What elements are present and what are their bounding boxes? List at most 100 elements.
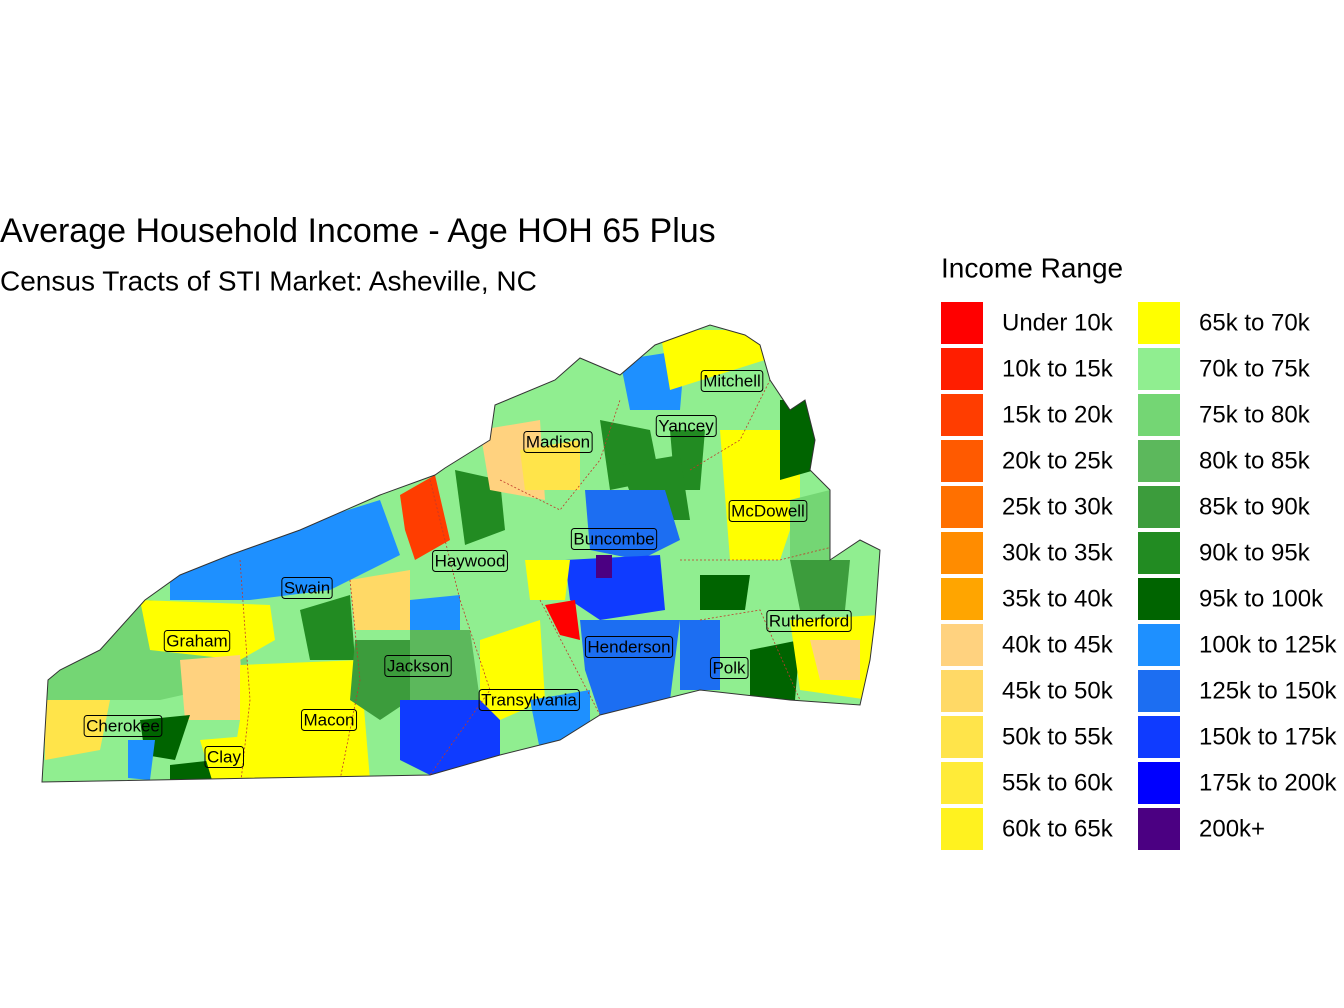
legend-swatch xyxy=(1138,716,1180,758)
county-label: Buncombe xyxy=(570,527,658,550)
county-label-box xyxy=(83,714,163,737)
legend-label: 40k to 45k xyxy=(1002,631,1114,658)
tract xyxy=(525,560,570,600)
county-label: Graham xyxy=(163,629,231,652)
county-name: Polk xyxy=(712,658,746,677)
legend-swatch xyxy=(941,394,983,436)
county-name: Mitchell xyxy=(703,371,761,390)
county-label-box xyxy=(766,609,852,632)
county-name: Buncombe xyxy=(573,529,654,548)
tract xyxy=(410,630,480,720)
legend-swatch xyxy=(941,440,983,482)
county-label: Rutherford xyxy=(766,609,852,632)
county-name: Madison xyxy=(526,432,590,451)
legend-label: 100k to 125k xyxy=(1199,631,1337,658)
legend-label: 200k+ xyxy=(1199,815,1265,842)
tract xyxy=(545,600,580,640)
tract xyxy=(180,655,245,720)
tract xyxy=(200,735,270,782)
tract xyxy=(660,330,765,390)
tract xyxy=(790,490,830,560)
legend-swatch xyxy=(941,578,983,620)
legend-title: Income Range xyxy=(941,252,1123,283)
county-label-box xyxy=(700,369,764,392)
legend-swatch xyxy=(1138,808,1180,850)
county-border xyxy=(539,599,601,716)
tract xyxy=(350,570,410,630)
tract xyxy=(810,640,860,680)
county-name: Henderson xyxy=(587,637,670,656)
county-name: Yancey xyxy=(658,416,714,435)
county-name: Macon xyxy=(303,710,354,729)
legend-label: 25k to 30k xyxy=(1002,493,1114,520)
legend-swatch xyxy=(1138,532,1180,574)
county-border xyxy=(680,539,861,561)
county-name: Haywood xyxy=(435,551,506,570)
legend-swatch xyxy=(941,302,983,344)
legend-swatch xyxy=(1138,670,1180,712)
legend-label: 80k to 85k xyxy=(1199,447,1311,474)
legend-swatch xyxy=(1138,348,1180,390)
legend-swatch xyxy=(941,762,983,804)
tract xyxy=(230,660,370,782)
legend-label: 95k to 100k xyxy=(1199,585,1324,612)
legend-label: 75k to 80k xyxy=(1199,401,1311,428)
legend-label: 125k to 150k xyxy=(1199,677,1337,704)
subtitle: Census Tracts of STI Market: Asheville, … xyxy=(0,265,537,296)
legend-swatch xyxy=(941,670,983,712)
county-name: Clay xyxy=(207,747,242,766)
county-label: Macon xyxy=(300,708,358,731)
legend-label: 55k to 60k xyxy=(1002,769,1114,796)
county-label: Yancey xyxy=(655,414,717,437)
county-label-box xyxy=(432,549,508,572)
county-label: Transylvania xyxy=(478,688,580,711)
county-label-box xyxy=(523,430,593,453)
county-name: Rutherford xyxy=(769,611,849,630)
legend-label: 50k to 55k xyxy=(1002,723,1114,750)
tract xyxy=(680,620,720,690)
legend-label: 60k to 65k xyxy=(1002,815,1114,842)
county-label: Cherokee xyxy=(83,714,163,737)
legend-label: 85k to 90k xyxy=(1199,493,1311,520)
county-border xyxy=(429,479,491,776)
county-label: Clay xyxy=(204,745,245,768)
county-label-box xyxy=(584,635,674,658)
county-label: Swain xyxy=(281,576,333,599)
legend-label: Under 10k xyxy=(1002,309,1114,336)
tract xyxy=(300,595,355,660)
legend-swatch xyxy=(941,716,983,758)
legend-label: 30k to 35k xyxy=(1002,539,1114,566)
tract xyxy=(170,760,215,782)
legend-label: 45k to 50k xyxy=(1002,677,1114,704)
county-label-box xyxy=(281,576,333,599)
tract xyxy=(700,575,750,610)
county-label: McDowell xyxy=(728,499,808,522)
tract xyxy=(596,555,612,578)
legend-swatch xyxy=(941,808,983,850)
county-label-box xyxy=(655,414,717,437)
legend-swatch xyxy=(941,486,983,528)
tract xyxy=(128,740,155,780)
county-labels: Mitchell Yancey Madison McDowell Buncombe Hay… xyxy=(83,369,852,768)
legend-swatch xyxy=(1138,440,1180,482)
legend-swatch xyxy=(1138,302,1180,344)
county-name: Jackson xyxy=(387,656,449,675)
tract xyxy=(350,640,410,720)
county-label-box xyxy=(384,654,452,677)
legend-swatch xyxy=(1138,486,1180,528)
county-label: Mitchell xyxy=(700,369,764,392)
legend-label: 15k to 20k xyxy=(1002,401,1114,428)
tract xyxy=(400,700,500,775)
county-label-box xyxy=(300,708,358,731)
county-name: Transylvania xyxy=(481,690,577,709)
county-label-box xyxy=(163,629,231,652)
tract xyxy=(780,400,815,480)
legend-label: 175k to 200k xyxy=(1199,769,1337,796)
tract xyxy=(580,620,680,715)
legend-label: 35k to 40k xyxy=(1002,585,1114,612)
county-name: Cherokee xyxy=(86,716,160,735)
county-border xyxy=(339,579,361,781)
county-name: Graham xyxy=(166,631,227,650)
legend-swatch xyxy=(1138,624,1180,666)
